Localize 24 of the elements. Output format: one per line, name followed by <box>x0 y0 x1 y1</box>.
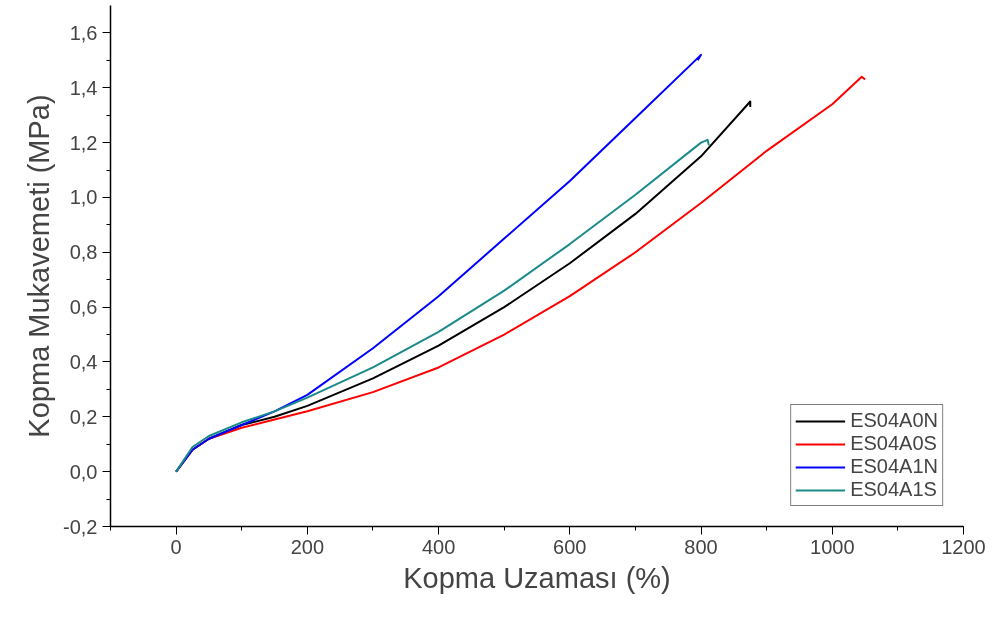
x-tick-label: 200 <box>290 535 325 558</box>
legend-label: ES04A1N <box>850 455 938 478</box>
y-tick-label: 0,2 <box>69 405 98 428</box>
y-tick-label: 1,0 <box>69 186 98 209</box>
y-tick-label: 1,2 <box>69 131 98 154</box>
line-series <box>175 138 710 473</box>
y-tick-label: 0,8 <box>69 241 98 264</box>
y-axis-title: Kopma Mukavemeti (MPa) <box>23 94 56 438</box>
legend-label: ES04A0S <box>850 432 937 455</box>
x-tick-label: 800 <box>684 535 718 558</box>
x-tick-label: 1000 <box>810 535 855 558</box>
y-tick-label: -0,2 <box>63 515 98 538</box>
legend-label: ES04A1S <box>850 478 937 501</box>
y-tick-label: 1,4 <box>69 76 98 99</box>
x-tick-label: 400 <box>421 535 456 558</box>
y-tick-label: 0,6 <box>69 296 98 319</box>
y-tick-label: 1,6 <box>69 21 98 44</box>
legend-label: ES04A0N <box>850 409 938 432</box>
x-tick-label: 1200 <box>941 535 986 558</box>
y-tick-label: 0,4 <box>69 350 98 373</box>
y-tick-label: 0,0 <box>69 460 98 483</box>
x-tick-label: 0 <box>170 535 182 558</box>
x-axis-title: Kopma Uzaması (%) <box>403 561 671 594</box>
x-tick-label: 600 <box>553 535 587 558</box>
